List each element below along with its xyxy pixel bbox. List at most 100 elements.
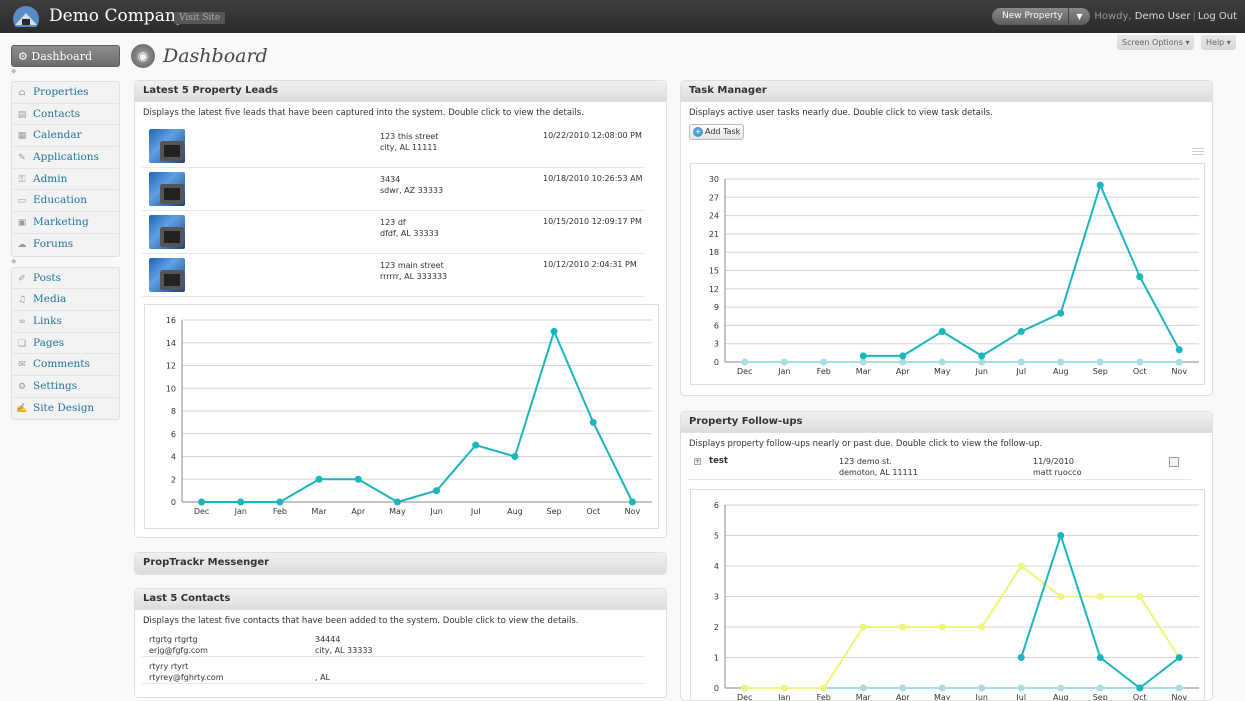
data-point[interactable]: [780, 358, 788, 366]
dropdown-arrow-icon[interactable]: ▼: [1068, 8, 1090, 25]
data-point[interactable]: [1057, 532, 1065, 539]
followup-checkbox[interactable]: [1169, 457, 1179, 467]
menu-item-marketing[interactable]: ▣ Marketing: [12, 212, 119, 234]
menu-item-properties[interactable]: ⌂ Properties: [12, 82, 119, 104]
data-point[interactable]: [1057, 684, 1065, 692]
data-point[interactable]: [1017, 654, 1025, 661]
data-point[interactable]: [1096, 358, 1104, 366]
data-point[interactable]: [938, 358, 946, 366]
data-point[interactable]: [1136, 593, 1144, 600]
user-profile-link[interactable]: Demo User: [1134, 11, 1191, 22]
site-logo-icon[interactable]: [12, 5, 40, 27]
data-point[interactable]: [1057, 309, 1065, 317]
data-point[interactable]: [1096, 593, 1104, 600]
data-point[interactable]: [978, 358, 986, 366]
data-point[interactable]: [315, 475, 323, 483]
data-point[interactable]: [1057, 593, 1065, 600]
data-point[interactable]: [938, 684, 946, 692]
visit-site-button[interactable]: Visit Site: [174, 12, 226, 24]
data-point[interactable]: [1017, 684, 1025, 692]
data-point[interactable]: [628, 498, 636, 506]
collapse-arrow-icon[interactable]: ◆: [11, 67, 17, 75]
data-point[interactable]: [511, 453, 519, 460]
data-point[interactable]: [938, 623, 946, 631]
data-point[interactable]: [1057, 358, 1065, 366]
data-point[interactable]: [1136, 358, 1144, 366]
followups-widget-title[interactable]: Property Follow-ups: [681, 412, 1212, 433]
logout-link[interactable]: Log Out: [1197, 11, 1237, 22]
data-point[interactable]: [472, 441, 480, 449]
data-point[interactable]: [433, 487, 441, 495]
lead-row[interactable]: 3434 sdwr, AZ 33333 10/18/2010 10:26:53 AM: [142, 168, 645, 211]
contact-row[interactable]: rtgrtg rtgrtg erjg@fgfg.com 34444 city, AL …: [142, 631, 645, 657]
help-tab[interactable]: Help ▾: [1201, 35, 1236, 50]
data-point[interactable]: [1175, 346, 1183, 354]
data-point[interactable]: [1136, 273, 1144, 281]
data-point[interactable]: [589, 418, 597, 426]
data-point[interactable]: [780, 684, 788, 692]
data-point[interactable]: [1017, 358, 1025, 366]
data-point[interactable]: [1017, 328, 1025, 335]
menu-item-admin[interactable]: ⚿ Admin: [12, 169, 119, 191]
add-task-button[interactable]: + Add Task: [689, 124, 744, 140]
lead-row[interactable]: 123 df dfdf, AL 33333 10/15/2010 12:09:17 …: [142, 211, 645, 254]
menu-item-calendar[interactable]: ▦ Calendar: [12, 125, 119, 148]
leads-widget-title[interactable]: Latest 5 Property Leads: [135, 81, 666, 102]
new-property-button[interactable]: New Property ▼: [992, 8, 1090, 25]
data-point[interactable]: [978, 623, 986, 631]
lead-row[interactable]: 123 main street rrrrrr, AL 333333 10/12/20…: [142, 254, 645, 297]
menu-separator[interactable]: ◆: [11, 67, 120, 75]
menu-item-pages[interactable]: ❏ Pages: [12, 333, 119, 355]
contacts-widget-title[interactable]: Last 5 Contacts: [135, 589, 666, 610]
data-point[interactable]: [354, 475, 362, 483]
menu-item-site-design[interactable]: ✍ Site Design: [12, 398, 119, 420]
data-point[interactable]: [859, 623, 867, 631]
collapse-arrow-icon[interactable]: ◆: [11, 256, 17, 265]
menu-item-education[interactable]: ▭ Education: [12, 190, 119, 213]
menu-item-forums[interactable]: ☁ Forums: [12, 234, 119, 256]
data-point[interactable]: [899, 684, 907, 692]
data-point[interactable]: [237, 498, 245, 506]
menu-item-comments[interactable]: ✉ Comments: [12, 354, 119, 376]
data-point[interactable]: [1136, 684, 1144, 692]
data-point[interactable]: [899, 623, 907, 631]
data-point[interactable]: [938, 328, 946, 335]
data-point[interactable]: [1096, 654, 1104, 661]
data-point[interactable]: [741, 684, 749, 692]
data-point[interactable]: [978, 352, 986, 360]
menu-separator[interactable]: ◆: [11, 257, 120, 265]
menu-item-contacts[interactable]: ▤ Contacts: [12, 104, 119, 126]
data-point[interactable]: [1175, 358, 1183, 366]
data-point[interactable]: [859, 358, 867, 366]
data-point[interactable]: [276, 498, 284, 506]
data-point[interactable]: [978, 684, 986, 692]
grip-icon[interactable]: [1192, 148, 1204, 155]
followup-row[interactable]: + test 123 demo st. demoton, AL 11111 11/…: [688, 453, 1191, 480]
messenger-widget-title[interactable]: PropTrackr Messenger: [135, 553, 666, 574]
data-point[interactable]: [859, 684, 867, 692]
expand-icon[interactable]: +: [694, 458, 701, 465]
data-point[interactable]: [198, 498, 206, 506]
task-widget-title[interactable]: Task Manager: [681, 81, 1212, 102]
data-point[interactable]: [899, 352, 907, 360]
data-point[interactable]: [1175, 684, 1183, 692]
data-point[interactable]: [1175, 654, 1183, 661]
lead-row[interactable]: 123 this street city, AL 11111 10/22/2010 …: [142, 125, 645, 168]
data-point[interactable]: [820, 358, 828, 366]
screen-options-tab[interactable]: Screen Options ▾: [1117, 35, 1195, 50]
data-point[interactable]: [899, 358, 907, 366]
contact-row[interactable]: rtyry rtyrt rtyrey@fghrty.com , AL: [142, 658, 645, 684]
data-point[interactable]: [859, 352, 867, 360]
data-point[interactable]: [393, 498, 401, 506]
menu-item-dashboard[interactable]: ⚙ Dashboard: [11, 45, 120, 67]
menu-item-links[interactable]: ∞ Links: [12, 311, 119, 333]
data-point[interactable]: [550, 327, 558, 335]
menu-item-media[interactable]: ♫ Media: [12, 289, 119, 311]
data-point[interactable]: [1096, 181, 1104, 189]
menu-item-applications[interactable]: ✎ Applications: [12, 147, 119, 169]
data-point[interactable]: [741, 358, 749, 366]
data-point[interactable]: [1017, 562, 1025, 570]
site-title[interactable]: Demo Company: [49, 6, 186, 26]
data-point[interactable]: [1096, 684, 1104, 692]
data-point[interactable]: [820, 684, 828, 692]
